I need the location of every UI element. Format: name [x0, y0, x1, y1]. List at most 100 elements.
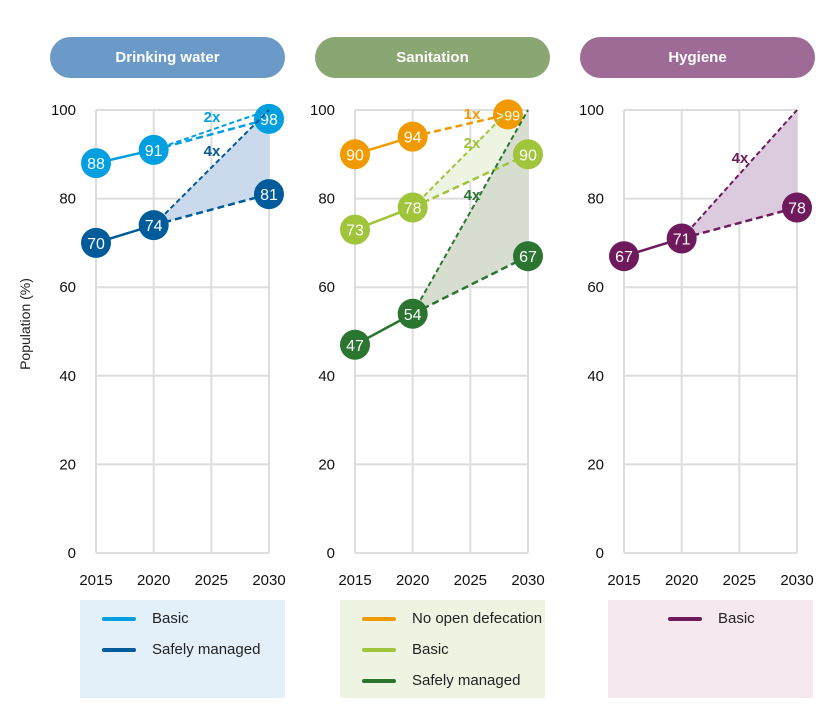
data-label: >99 — [496, 107, 520, 123]
y-tick-label: 80 — [318, 191, 335, 208]
multiplier-label: 4x — [204, 143, 221, 160]
data-label: 70 — [87, 236, 105, 253]
legend-item: Basic — [668, 610, 755, 627]
accelerated-line — [152, 109, 270, 226]
y-tick-label: 80 — [59, 191, 76, 208]
data-label: 78 — [788, 200, 806, 217]
accelerated-line — [680, 109, 798, 240]
panel-title: Drinking water — [50, 37, 285, 78]
data-label: 67 — [519, 249, 537, 266]
data-point — [493, 99, 523, 130]
data-point — [397, 298, 428, 329]
data-label: 67 — [615, 249, 633, 266]
y-tick-label: 20 — [587, 456, 604, 473]
data-point — [513, 139, 543, 170]
multiplier-label: 2x — [464, 135, 481, 152]
legend-label: No open defecation — [412, 610, 543, 627]
y-tick-label: 40 — [587, 368, 604, 385]
y-tick-label: 40 — [318, 368, 335, 385]
data-point — [666, 223, 697, 254]
x-tick-label: 2025 — [195, 572, 228, 589]
multiplier-label: 1x — [464, 106, 481, 123]
y-tick-label: 20 — [318, 456, 335, 473]
data-label: 78 — [404, 200, 422, 217]
x-tick-label: 2015 — [338, 572, 371, 589]
x-tick-label: 2015 — [79, 572, 112, 589]
data-label: 81 — [260, 187, 278, 204]
data-label: 88 — [87, 156, 105, 173]
x-tick-label: 2025 — [454, 572, 487, 589]
legend-item: Basic — [362, 641, 449, 658]
data-label: 74 — [145, 218, 163, 235]
x-tick-label: 2025 — [723, 572, 756, 589]
legend: No open defecation Basic Safely managed — [340, 600, 545, 698]
legend-item: No open defecation — [362, 610, 542, 627]
data-point — [138, 210, 169, 241]
y-tick-label: 100 — [310, 102, 335, 119]
legend-label: Safely managed — [412, 672, 521, 689]
panel-title: Hygiene — [580, 37, 815, 78]
legend: Basic Safely managed — [80, 600, 285, 698]
data-point — [513, 241, 543, 272]
legend-label: Basic — [412, 641, 449, 658]
legend-swatch — [668, 616, 702, 621]
multiplier-label: 4x — [464, 187, 481, 204]
y-tick-label: 60 — [318, 279, 335, 296]
data-point — [397, 192, 428, 223]
x-tick-label: 2020 — [137, 572, 170, 589]
data-label: 54 — [404, 307, 422, 324]
y-tick-label: 0 — [596, 545, 604, 562]
x-tick-label: 2020 — [396, 572, 429, 589]
legend-swatch — [362, 647, 396, 652]
data-point — [81, 227, 111, 258]
legend: Basic — [608, 600, 813, 698]
data-label: 73 — [346, 223, 364, 240]
multiplier-label: 4x — [732, 150, 749, 167]
y-tick-label: 40 — [59, 368, 76, 385]
data-point — [340, 139, 370, 170]
accelerated-line — [411, 113, 506, 209]
legend-swatch — [102, 647, 136, 652]
data-point — [340, 329, 370, 360]
data-label: 98 — [260, 112, 278, 129]
panel-2: 2015 2020 2025 2030 0 20 40 60 80 100 4x 67 71 78 — [579, 102, 814, 589]
data-point — [81, 148, 111, 179]
data-point — [254, 179, 284, 210]
projection-line — [153, 192, 270, 227]
x-tick-label: 2015 — [607, 572, 640, 589]
projection-line — [153, 117, 270, 152]
data-label: 47 — [346, 338, 364, 355]
projection-line — [412, 153, 529, 209]
panel-1: 2015 2020 2025 2030 0 20 40 60 80 100 1x 90 94 >99 2x 7… — [310, 99, 545, 589]
x-tick-label: 2030 — [511, 572, 544, 589]
legend-label: Basic — [152, 610, 189, 627]
legend-swatch — [362, 616, 396, 621]
legend-item: Safely managed — [102, 641, 260, 658]
data-point — [782, 192, 812, 223]
y-tick-label: 100 — [51, 102, 76, 119]
legend-label: Safely managed — [152, 641, 261, 658]
legend-item: Safely managed — [362, 672, 520, 689]
legend-item: Basic — [102, 610, 189, 627]
data-point — [340, 214, 370, 245]
y-tick-label: 60 — [587, 279, 604, 296]
legend-swatch — [362, 678, 396, 683]
legend-swatch — [102, 616, 136, 621]
data-point — [254, 103, 284, 134]
y-tick-label: 100 — [579, 102, 604, 119]
data-label: 90 — [519, 147, 537, 164]
data-point — [609, 241, 639, 272]
x-tick-label: 2020 — [665, 572, 698, 589]
projection-line — [681, 206, 798, 240]
accelerated-line — [153, 109, 270, 151]
x-tick-label: 2030 — [252, 572, 285, 589]
data-label: 94 — [404, 130, 422, 147]
data-label: 91 — [145, 143, 163, 160]
data-label: 71 — [673, 231, 691, 248]
projection-line — [412, 113, 509, 138]
accelerated-line — [411, 109, 529, 315]
x-tick-label: 2030 — [780, 572, 813, 589]
data-label: 90 — [346, 147, 364, 164]
data-point — [138, 134, 169, 165]
